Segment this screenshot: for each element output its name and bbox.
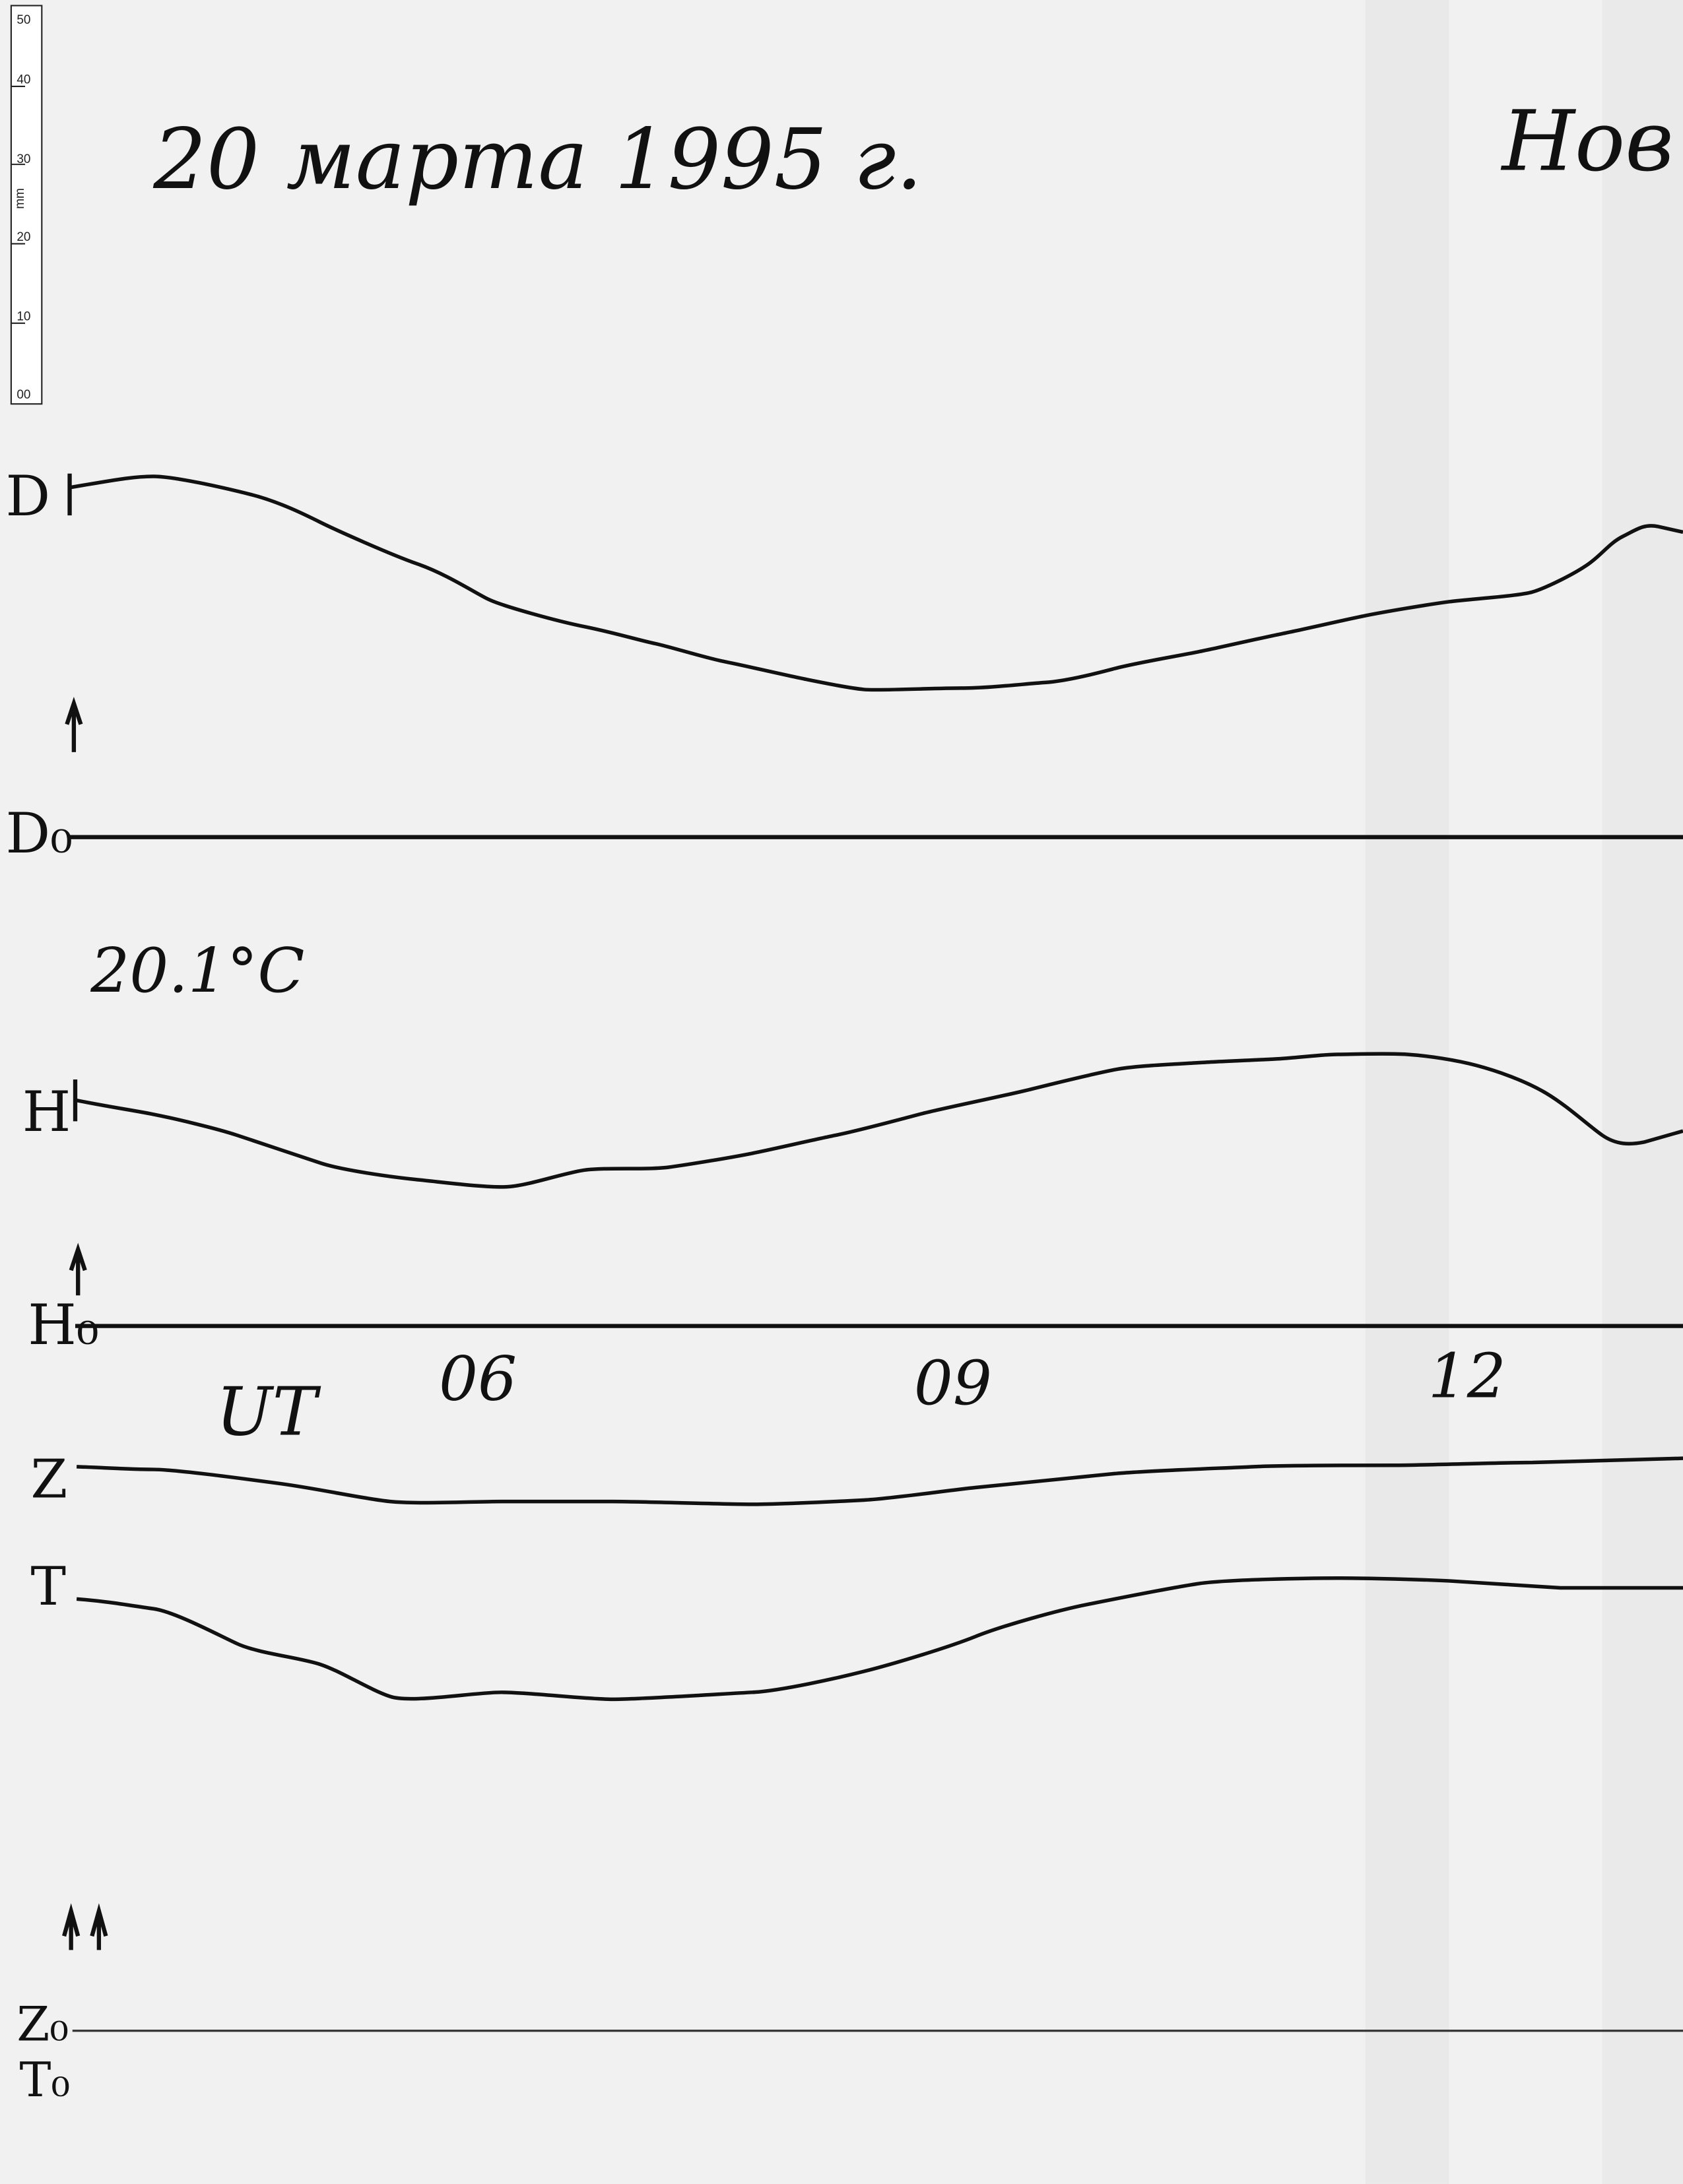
ruler-label: 10 <box>16 310 30 324</box>
ruler: 50 40 30 mm 20 10 00 <box>10 5 43 405</box>
time-tick: 09 <box>914 1347 992 1419</box>
h-trace <box>76 1052 1683 1189</box>
d-trace <box>69 474 1683 692</box>
trace-label: Z <box>30 1448 67 1510</box>
ruler-label: 40 <box>16 73 30 87</box>
arrow <box>69 1242 87 1296</box>
ruler-unit: mm <box>13 188 27 209</box>
time-tick: 06 <box>439 1343 517 1415</box>
time-axis-label: UT <box>216 1372 321 1450</box>
temperature: 20.1°C <box>90 935 304 1006</box>
baseline-label: D₀ <box>5 801 73 866</box>
arrow <box>65 697 83 752</box>
station: Нов <box>1501 92 1674 190</box>
trace-label: H <box>22 1079 71 1144</box>
paper-stain <box>1365 0 1449 2184</box>
baseline-label: T₀ <box>20 2052 71 2107</box>
time-tick: 12 <box>1428 1340 1506 1411</box>
z-trace <box>76 1456 1683 1506</box>
trace-label: D <box>5 464 50 529</box>
arrow <box>62 1903 108 1950</box>
paper-stain <box>1602 0 1683 2184</box>
ruler-label: 20 <box>16 230 30 244</box>
ruler-label: 50 <box>16 13 30 27</box>
t-trace <box>76 1576 1683 1702</box>
ruler-label: 00 <box>16 388 30 402</box>
baseline-label: Z₀ <box>16 1997 69 2052</box>
ruler-label: 30 <box>16 152 30 166</box>
trace-label: T <box>30 1556 66 1617</box>
date: 20 марта 1995 г. <box>152 110 923 208</box>
